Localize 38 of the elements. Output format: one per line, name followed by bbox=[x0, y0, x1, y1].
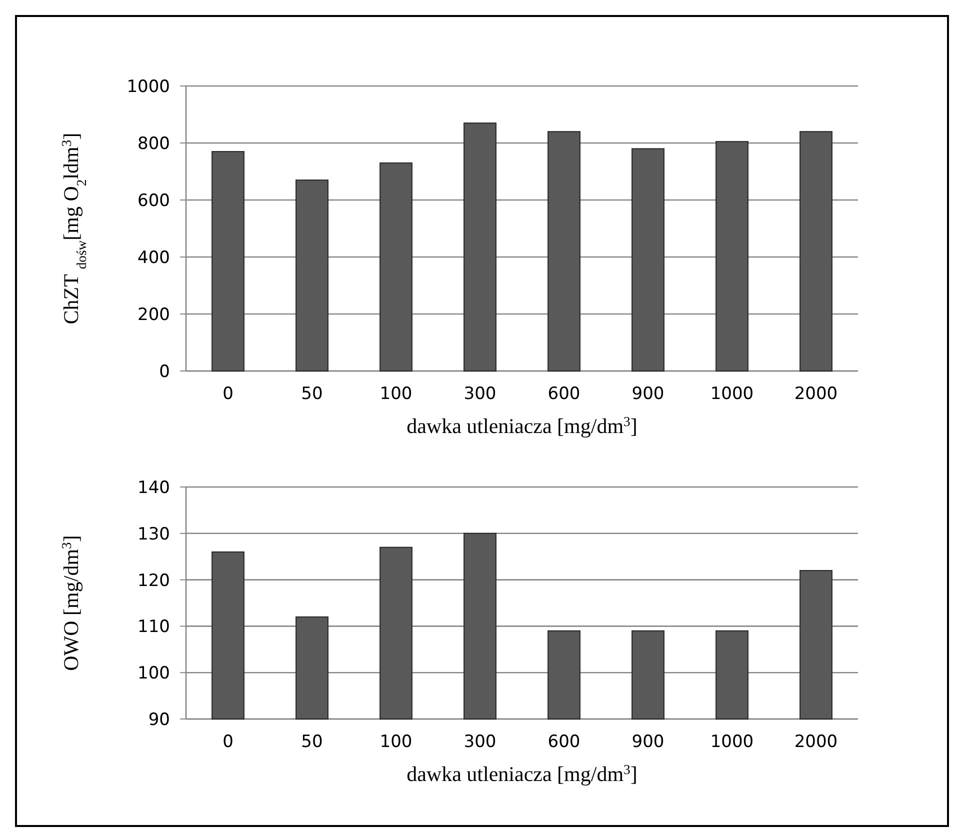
bar bbox=[716, 141, 748, 372]
y-tick-label: 100 bbox=[138, 664, 170, 684]
y-tick-label: 600 bbox=[138, 190, 170, 211]
y-tick-label: 140 bbox=[138, 478, 170, 498]
x-tick-label: 600 bbox=[548, 384, 580, 404]
bar bbox=[212, 151, 244, 372]
x-tick-label: 2000 bbox=[794, 732, 838, 752]
bar bbox=[632, 148, 664, 372]
x-tick-label: 2000 bbox=[794, 384, 838, 404]
y-tick-label: 130 bbox=[138, 524, 170, 544]
bar bbox=[296, 180, 328, 372]
x-tick-label: 0 bbox=[222, 384, 234, 404]
x-tick-label: 600 bbox=[548, 732, 580, 752]
x-axis-title: dawka utleniacza [mg/dm$^{3}$] bbox=[406, 762, 638, 786]
x-tick-label: 100 bbox=[380, 732, 412, 752]
y-tick-label: 90 bbox=[148, 710, 170, 730]
x-tick-label: 100 bbox=[380, 384, 412, 404]
bar bbox=[380, 162, 412, 372]
x-tick-label: 0 bbox=[222, 732, 234, 752]
y-tick-label: 1000 bbox=[126, 76, 170, 97]
x-tick-label: 900 bbox=[632, 732, 664, 752]
x-tick-label: 1000 bbox=[710, 384, 754, 404]
y-tick-label: 200 bbox=[138, 304, 170, 325]
x-tick-label: 1000 bbox=[710, 732, 754, 752]
y-tick-label: 120 bbox=[138, 570, 170, 591]
y-tick-label: 0 bbox=[159, 362, 170, 382]
y-tick-label: 800 bbox=[138, 134, 170, 154]
y-tick-label: 110 bbox=[138, 617, 170, 638]
bar bbox=[464, 122, 496, 372]
x-tick-label: 900 bbox=[632, 384, 664, 404]
x-tick-label: 300 bbox=[464, 384, 496, 404]
y-tick-label: 400 bbox=[138, 248, 170, 268]
bar bbox=[800, 131, 832, 372]
x-tick-label: 50 bbox=[301, 384, 323, 404]
x-axis-title: dawka utleniacza [mg/dm$^{3}$] bbox=[406, 414, 638, 438]
bar bbox=[548, 131, 580, 372]
x-tick-label: 50 bbox=[301, 732, 323, 752]
x-tick-label: 300 bbox=[464, 732, 496, 752]
